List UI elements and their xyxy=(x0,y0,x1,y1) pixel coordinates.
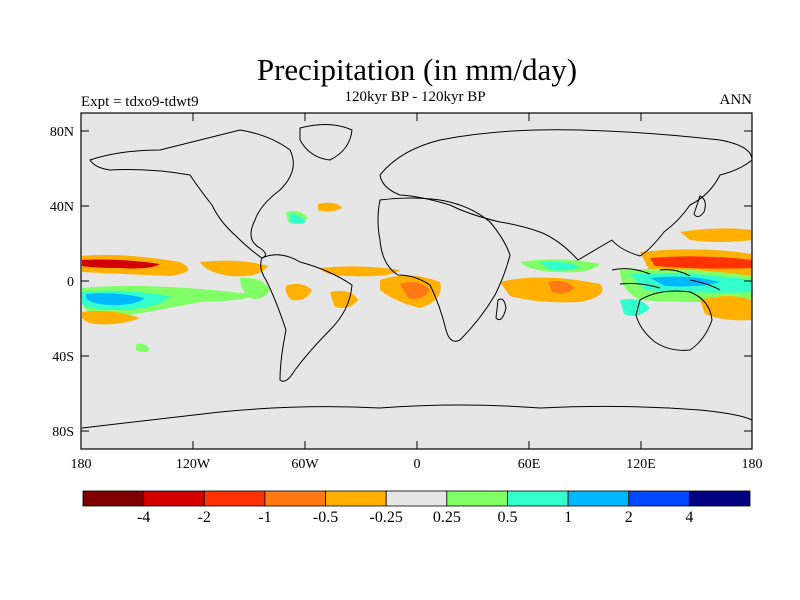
australia-coast xyxy=(635,290,713,351)
x-tick-label: 180 xyxy=(742,457,763,472)
north-atlantic-dry-band xyxy=(320,266,400,277)
experiment-label: Expt = tdxo9-tdwt9 xyxy=(81,94,199,110)
pacific-dry-core-west xyxy=(82,259,160,269)
gulf-of-guinea-dry-core xyxy=(400,282,430,299)
pacific-dry-band-mid xyxy=(200,260,268,277)
x-tick-label: 60W xyxy=(291,457,319,472)
axis-ticks xyxy=(80,113,753,449)
colorbar-box xyxy=(264,490,326,507)
north-atlantic-dry-patch xyxy=(318,202,342,212)
colorbar-label: 0.5 xyxy=(497,509,517,526)
colorbar-box xyxy=(688,490,751,507)
south-america-wet-patch xyxy=(136,343,150,352)
colorbar-box xyxy=(507,490,569,507)
colorbar-label: -0.25 xyxy=(370,509,403,526)
australia-wet-patch xyxy=(620,299,650,316)
brazil-dry-patch xyxy=(285,283,312,301)
colorbar-box xyxy=(82,490,145,507)
indian-ocean-dry-core xyxy=(548,280,575,294)
maritime-continent-wet-peak xyxy=(650,276,720,287)
x-tick-label: 120E xyxy=(626,457,656,472)
colorbar: -4 -2 -1 -0.5 -0.25 0.25 0.5 1 2 4 xyxy=(82,490,751,526)
colorbar-label: 2 xyxy=(625,509,633,526)
x-tick-label: 0 xyxy=(414,457,421,472)
colorbar-label: 0.25 xyxy=(433,509,461,526)
colorbar-box xyxy=(567,490,630,507)
y-tick-label: 40S xyxy=(52,350,74,365)
colorbar-label: -2 xyxy=(198,509,211,526)
colorbar-label: -1 xyxy=(258,509,271,526)
colorbar-box xyxy=(143,490,205,507)
africa-coast xyxy=(377,197,511,342)
season-label: ANN xyxy=(719,92,753,108)
y-tick-label: 40N xyxy=(50,200,74,215)
y-tick-label: 0 xyxy=(67,275,74,290)
atlantic-dry-patch xyxy=(330,291,358,308)
north-pacific-wet-patch xyxy=(290,214,306,224)
y-tick-label: 80S xyxy=(52,425,74,440)
south-pacific-wet-peak xyxy=(86,293,145,306)
colorbar-box xyxy=(203,490,266,507)
madagascar-coast xyxy=(495,298,507,321)
plot-title: Precipitation (in mm/day) xyxy=(256,52,578,87)
south-pacific-dry-patch xyxy=(82,310,140,325)
northwest-pacific-dry-patch xyxy=(680,228,752,242)
colorbar-label: -0.5 xyxy=(313,509,338,526)
x-tick-label: 120W xyxy=(176,457,211,472)
x-tick-label: 60E xyxy=(518,457,541,472)
east-pacific-wet-patch xyxy=(240,277,270,299)
plot-subtitle: 120kyr BP - 120kyr BP xyxy=(344,89,486,105)
indian-ocean-wet-core xyxy=(540,261,580,271)
anomaly-patches xyxy=(82,202,752,352)
japan-coast xyxy=(693,195,706,218)
eurasia-coast xyxy=(379,129,753,261)
west-pacific-dry-core xyxy=(650,256,752,269)
colorbar-label: 1 xyxy=(564,509,572,526)
colorbar-label: 4 xyxy=(685,509,693,526)
antarctica-coast xyxy=(81,404,753,429)
north-america-coast xyxy=(89,129,294,259)
colorbar-box xyxy=(385,490,448,507)
southwest-pacific-dry-patch xyxy=(700,296,752,321)
south-america-coast xyxy=(260,254,353,382)
colorbar-box xyxy=(628,490,690,507)
colorbar-label: -4 xyxy=(137,509,150,526)
coastlines xyxy=(81,124,753,429)
greenland-coast xyxy=(299,124,353,161)
colorbar-box xyxy=(325,490,387,507)
maritime-continent-coast xyxy=(611,268,721,291)
x-tick-label: 180 xyxy=(71,457,92,472)
y-tick-label: 80N xyxy=(50,125,74,140)
colorbar-box xyxy=(446,490,508,507)
